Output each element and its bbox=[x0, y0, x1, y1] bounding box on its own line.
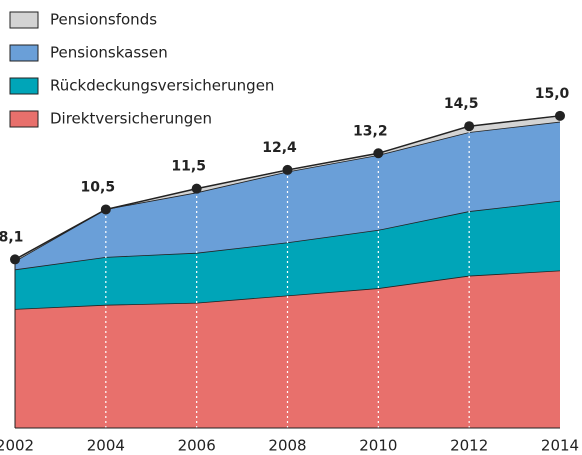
value-label: 12,4 bbox=[262, 140, 297, 156]
value-label: 15,0 bbox=[535, 86, 570, 102]
total-dot bbox=[10, 254, 20, 265]
total-dot bbox=[555, 110, 565, 121]
value-label: 11,5 bbox=[171, 159, 206, 175]
legend-swatch bbox=[9, 44, 39, 62]
legend-swatch bbox=[9, 11, 39, 29]
legend-swatch bbox=[9, 77, 39, 95]
legend-label: Pensionsfonds bbox=[50, 11, 157, 29]
x-tick-label: 2008 bbox=[268, 437, 306, 455]
total-dot bbox=[100, 204, 111, 215]
total-dot bbox=[464, 121, 475, 132]
x-tick-label: 2002 bbox=[0, 437, 34, 455]
x-tick-label: 2010 bbox=[359, 437, 397, 455]
total-dot bbox=[282, 164, 293, 175]
value-label: 14,5 bbox=[444, 96, 479, 112]
x-tick-label: 2006 bbox=[178, 437, 216, 455]
legend-swatch bbox=[9, 110, 39, 128]
legend-label: Pensionskassen bbox=[50, 44, 168, 62]
total-dot bbox=[373, 148, 384, 159]
value-label: 10,5 bbox=[81, 179, 116, 195]
legend-label: Direktversicherungen bbox=[50, 110, 212, 128]
x-tick-label: 2004 bbox=[87, 437, 125, 455]
area bbox=[15, 270, 560, 428]
value-label: 13,2 bbox=[353, 123, 388, 139]
value-label: 8,1 bbox=[0, 229, 23, 245]
x-tick-label: 2012 bbox=[450, 437, 488, 455]
area bbox=[15, 122, 560, 270]
legend-label: Rückdeckungsversicherungen bbox=[50, 77, 274, 95]
x-tick-label: 2014 bbox=[541, 437, 579, 455]
total-dot bbox=[191, 183, 202, 194]
